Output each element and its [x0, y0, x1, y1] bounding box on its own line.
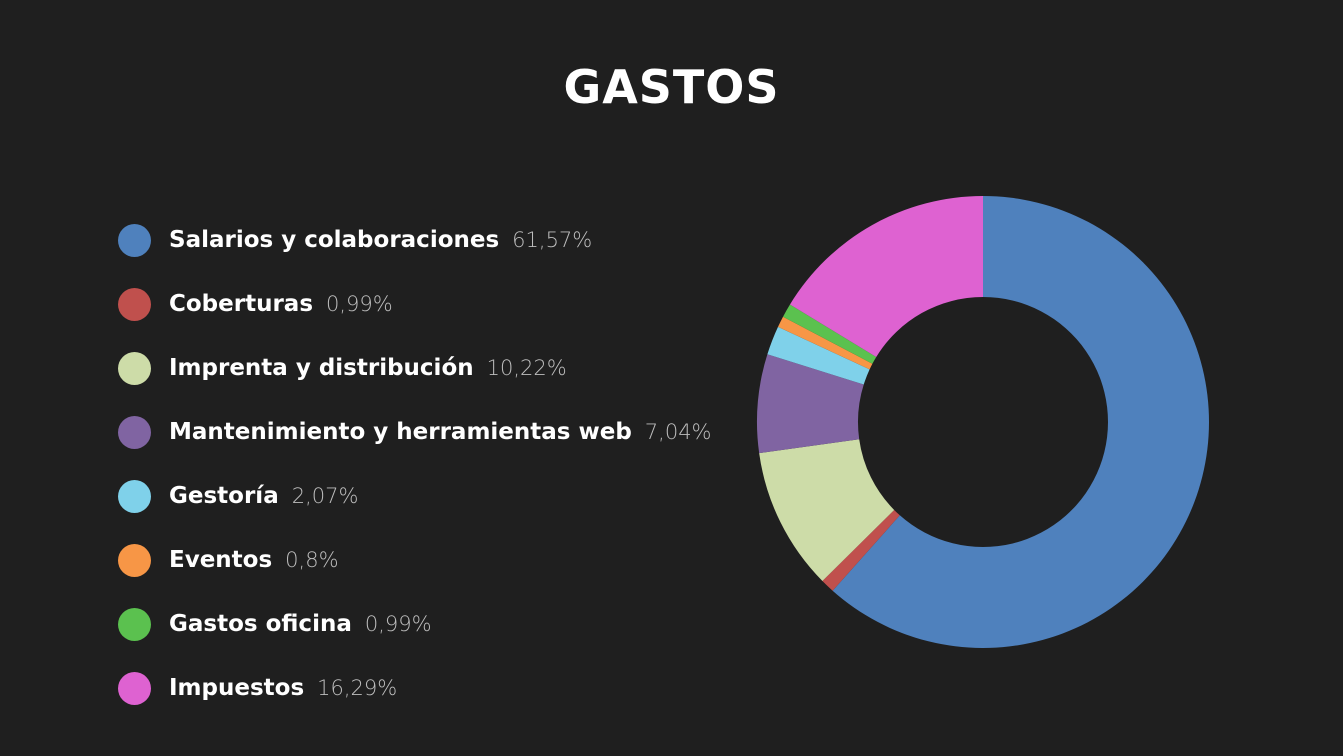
- legend-label: Gestoría: [169, 483, 279, 509]
- legend-percent: 7,04%: [644, 420, 712, 444]
- donut-slice: [822, 509, 900, 591]
- donut-slice: [767, 326, 870, 385]
- legend-swatch: [118, 351, 151, 385]
- donut-slice: [777, 316, 873, 370]
- legend-percent: 0,99%: [326, 292, 393, 316]
- legend-swatch: [118, 287, 151, 321]
- legend-percent: 16,29%: [317, 676, 398, 700]
- legend-percent: 10,22%: [486, 356, 567, 380]
- donut-slice: [832, 196, 1209, 648]
- chart-title: GASTOS: [563, 60, 780, 114]
- donut-slice: [757, 354, 864, 454]
- donut-slice: [789, 196, 983, 357]
- legend-label: Eventos: [169, 547, 273, 573]
- legend-label: Imprenta y distribución: [169, 355, 474, 381]
- legend-item: Mantenimiento y herramientas web 7,04%: [118, 400, 712, 464]
- legend-percent: 0,99%: [364, 612, 432, 636]
- legend-item: Coberturas 0,99%: [118, 272, 712, 336]
- legend-item: Salarios y colaboraciones 61,57%: [118, 208, 712, 272]
- legend-item: Gastos oficina 0,99%: [118, 592, 712, 656]
- legend-label: Impuestos: [169, 675, 305, 701]
- legend-percent: 61,57%: [512, 228, 593, 252]
- chart-legend: Salarios y colaboraciones 61,57% Cobertu…: [118, 208, 712, 720]
- legend-percent: 0,8%: [285, 548, 339, 572]
- legend-label: Coberturas: [169, 291, 314, 317]
- legend-item: Gestoría 2,07%: [118, 464, 712, 528]
- legend-swatch: [118, 223, 151, 257]
- legend-swatch: [118, 415, 151, 449]
- donut-slice: [783, 304, 877, 364]
- legend-swatch: [118, 671, 151, 705]
- legend-label: Gastos oficina: [169, 611, 352, 637]
- legend-item: Eventos 0,8%: [118, 528, 712, 592]
- legend-label: Salarios y colaboraciones: [169, 227, 500, 253]
- legend-percent: 2,07%: [291, 484, 359, 508]
- legend-swatch: [118, 479, 151, 513]
- legend-item: Imprenta y distribución 10,22%: [118, 336, 712, 400]
- legend-label: Mantenimiento y herramientas web: [169, 419, 632, 445]
- donut-slice: [759, 439, 895, 582]
- legend-swatch: [118, 607, 151, 641]
- legend-item: Impuestos 16,29%: [118, 656, 712, 720]
- legend-swatch: [118, 543, 151, 577]
